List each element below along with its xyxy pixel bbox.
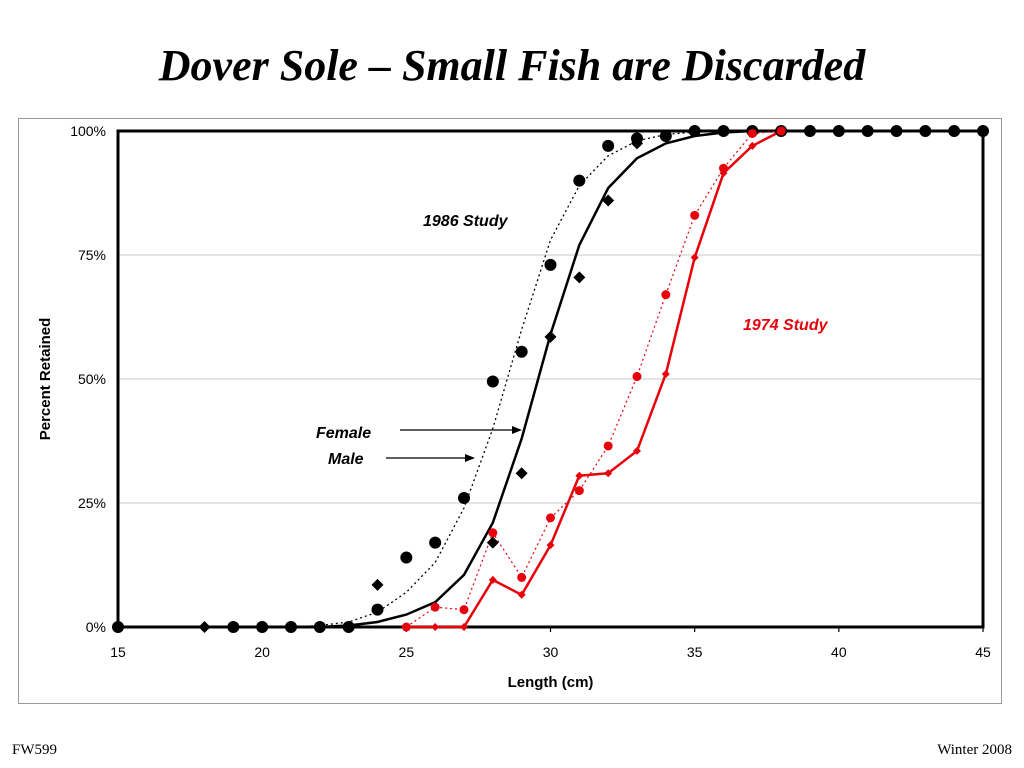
- series-1986-female-point: [515, 345, 528, 358]
- series-1974-male-point: [777, 127, 786, 135]
- series-1974-male-point: [690, 253, 699, 262]
- series-1986-female-point: [285, 621, 297, 633]
- footer-course-code: FW599: [12, 742, 57, 758]
- series-1986-female-point: [919, 125, 932, 137]
- series-1974-male-point: [719, 169, 728, 178]
- series-1986-female-point: [313, 621, 326, 633]
- series-1974-female-point: [661, 290, 671, 300]
- x-tick-label: 30: [543, 644, 559, 660]
- series-1974-male-point: [633, 446, 641, 455]
- series-1974-female-line: [405, 130, 782, 628]
- x-tick-label: 40: [831, 644, 847, 660]
- y-tick-label: 25%: [78, 495, 106, 511]
- series-1974-male-point: [748, 141, 757, 150]
- series-1986-female-point: [861, 125, 874, 137]
- series-1986-male-point: [602, 194, 615, 207]
- series-1974-female-point: [719, 163, 728, 173]
- series-1974-male-point: [661, 370, 670, 379]
- series-1986-female-point: [659, 129, 672, 142]
- annotation-1974-study: 1974 Study: [743, 317, 829, 334]
- series-1974-male-point: [460, 623, 468, 631]
- series-1986-male-point: [515, 467, 528, 480]
- series-1986-female-point: [342, 621, 355, 633]
- series-1986-female-point: [573, 174, 586, 187]
- series-1986-female-point: [948, 125, 961, 137]
- series-1986-female-point: [486, 375, 499, 388]
- x-tick-label: 35: [687, 644, 703, 660]
- series-1986-male-point: [486, 536, 499, 549]
- chart-frame: 0% 25% 50% 75% 100% 15 20 25 30 35 40 45 Length (cm)…: [18, 118, 1002, 704]
- series-1974-male-point: [517, 590, 526, 599]
- series-1974-male-point: [488, 575, 497, 584]
- series-1986-female-point: [688, 125, 701, 137]
- series-1974-female-point: [546, 513, 555, 523]
- x-tick-label: 20: [254, 644, 270, 660]
- x-axis-title: Length (cm): [508, 674, 594, 691]
- series-1986-female-point: [256, 621, 269, 633]
- plot-area-border: [116, 129, 985, 629]
- chart-svg: 0% 25% 50% 75% 100% 15 20 25 30 35 40 45 Length (cm)…: [37, 123, 991, 691]
- series-1986-female-point: [977, 125, 989, 137]
- series-1986-female-point: [371, 603, 384, 616]
- series-1986-female-point: [804, 125, 816, 137]
- annotation-male: Male: [328, 451, 364, 468]
- series-1986-female-point: [458, 492, 470, 505]
- series-1974-female-point: [603, 441, 613, 451]
- series-1986-female-point: [890, 125, 903, 137]
- x-tick-label: 15: [110, 644, 126, 660]
- annotation-female: Female: [316, 425, 371, 442]
- y-axis-title: Percent Retained: [37, 318, 54, 441]
- series-1986-female-point: [602, 139, 615, 152]
- series-1986-male-point: [198, 621, 211, 633]
- series-1986-male-point: [371, 578, 384, 591]
- slide-title: Dover Sole – Small Fish are Discarded: [158, 41, 866, 90]
- y-tick-label: 0%: [86, 619, 106, 635]
- series-1986-male-point: [573, 271, 586, 284]
- series-1986-male-point: [544, 330, 557, 343]
- series-1974-male-point: [402, 623, 411, 631]
- series-1986-female-point: [832, 125, 845, 137]
- y-tick-label: 100%: [70, 123, 106, 139]
- x-tick-label: 25: [399, 644, 415, 660]
- annotation-1986-study: 1986 Study: [423, 213, 509, 230]
- series-1974-male-point: [575, 471, 584, 480]
- series-1974-male-point: [431, 623, 440, 631]
- series-1974-female-point: [488, 528, 498, 538]
- series-1974-female-point: [632, 372, 642, 382]
- series-1974-female-point: [574, 486, 584, 496]
- series-1974-female-point: [459, 605, 469, 615]
- series-1974-female-point: [430, 602, 440, 612]
- male-arrow-head: [465, 454, 475, 462]
- series-1986-female-point: [429, 536, 442, 549]
- y-tick-label: 50%: [78, 371, 106, 387]
- series-1986-female-point: [717, 125, 730, 137]
- footer-term: Winter 2008: [937, 742, 1012, 758]
- y-tick-label: 75%: [78, 247, 106, 263]
- series-1974-female-point: [747, 128, 757, 138]
- female-arrow-head: [512, 426, 522, 434]
- x-tick-label: 45: [975, 644, 991, 660]
- series-1986-female-point: [227, 621, 240, 633]
- series-1974-female-point: [690, 210, 700, 220]
- series-1974-male-point: [546, 541, 555, 550]
- series-1986-female-point: [544, 258, 557, 271]
- series-1986-female-point: [112, 621, 124, 633]
- series-1974-male-line: [406, 129, 782, 629]
- series-1986-female-point: [400, 551, 413, 564]
- series-1974-male-point: [604, 469, 613, 478]
- series-1974-female-point: [517, 572, 527, 582]
- series-1986-male-point: [631, 137, 643, 150]
